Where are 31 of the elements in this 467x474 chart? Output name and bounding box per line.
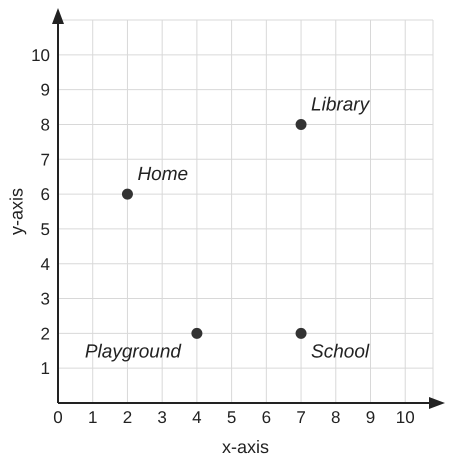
y-tick-label: 9 [40, 80, 50, 100]
y-tick-label: 4 [40, 254, 50, 274]
x-tick-label: 6 [262, 408, 272, 428]
annotation: Home [137, 164, 188, 186]
x-tick-label: 3 [157, 408, 167, 428]
y-tick-label: 1 [40, 359, 50, 378]
y-tick-label: 2 [40, 324, 50, 344]
x-tick-label: 8 [331, 408, 341, 428]
x-tick-label: 4 [192, 408, 202, 428]
point [296, 118, 307, 130]
x-tick-label: 0 [53, 408, 63, 428]
x-tick-label: 5 [226, 408, 236, 428]
point [122, 188, 133, 200]
y-tick-label: 8 [40, 115, 50, 134]
y-tick-label: 3 [40, 290, 50, 309]
annotation: Library [311, 94, 371, 116]
x-tick-label: 2 [122, 408, 132, 428]
x-tick-label: 7 [296, 408, 306, 428]
y-axis-title: y-axis [6, 188, 26, 236]
point [296, 328, 307, 339]
point [191, 328, 202, 339]
annotation: Playground [84, 341, 182, 362]
y-tick-label: 10 [31, 46, 50, 65]
x-axis-title: x-axis [222, 437, 270, 457]
x-tick-label: 1 [88, 408, 98, 428]
y-tick-label: 7 [40, 150, 50, 170]
x-tick-label: 9 [366, 408, 376, 428]
x-tick-label: 10 [396, 408, 415, 428]
y-tick-label: 6 [40, 185, 50, 204]
y-tick-label: 5 [40, 220, 50, 239]
annotation: School [311, 341, 370, 362]
